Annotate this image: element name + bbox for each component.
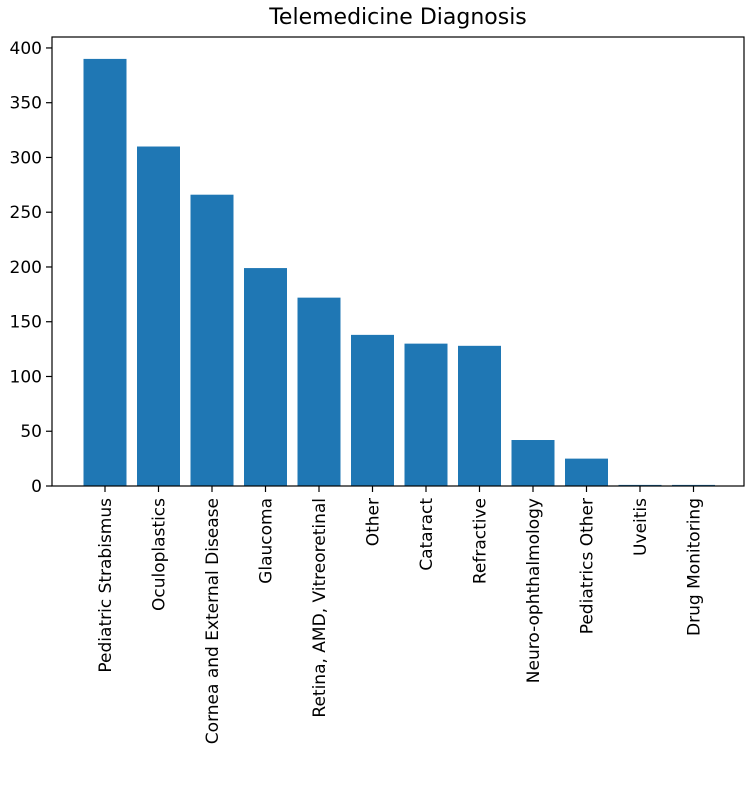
bar [83,58,127,487]
x-tick-label: Oculoplastics [150,498,170,611]
x-tick-label: Other [364,498,384,546]
x-tick-label: Drug Monitoring [685,498,705,636]
y-tick-label: 200 [10,258,42,278]
x-tick-label: Neuro-ophthalmology [524,498,544,683]
y-axis-ticks: 0 50 100 150 200 250 300 350 400 [10,39,52,497]
y-tick-label: 300 [10,148,42,168]
x-tick-label: Pediatrics Other [578,498,598,634]
x-tick-label: Cornea and External Disease [203,498,223,744]
y-tick-label: 50 [20,422,42,442]
plot-frame [51,36,745,487]
y-tick-label: 250 [10,203,42,223]
bar [351,334,394,486]
x-tick-label: Uveitis [631,498,651,556]
y-tick-label: 150 [10,313,42,333]
x-tick-label: Refractive [471,498,491,584]
bar [565,458,608,486]
x-axis-ticks: Pediatric Strabismus Oculoplastics Cornea … [96,486,705,744]
y-tick-label: 100 [10,367,42,387]
bar [137,146,180,486]
bar [511,440,555,486]
y-tick-label: 0 [31,477,42,497]
bar [458,345,501,486]
x-tick-label: Glaucoma [257,498,277,584]
x-tick-label: Cataract [417,498,437,571]
x-tick-label: Retina, AMD, Vitreoretinal [310,498,330,718]
y-tick-label: 400 [10,39,42,59]
bars-group [83,58,715,487]
bar [297,297,341,486]
x-tick-label: Pediatric Strabismus [96,498,116,673]
y-tick-label: 350 [10,94,42,114]
bar [244,268,287,486]
bar [190,194,234,486]
bar [404,343,448,486]
chart-title: Telemedicine Diagnosis [268,5,527,30]
